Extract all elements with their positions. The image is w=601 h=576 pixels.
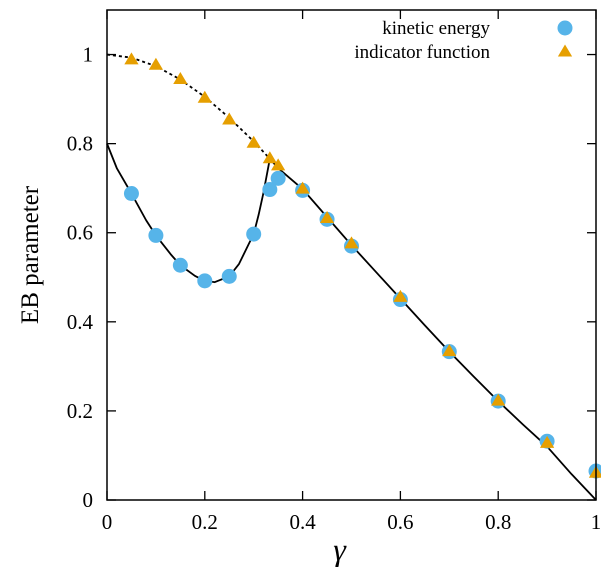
x-tick-label: 0.2	[192, 510, 218, 534]
x-tick-label: 1	[591, 510, 601, 534]
legend-label: indicator function	[354, 42, 490, 63]
curve-dotted-0	[107, 55, 270, 159]
point-indicator-function	[198, 91, 212, 103]
curve-solid-1	[107, 144, 270, 283]
fit-curves	[107, 55, 596, 500]
y-tick-label: 0.8	[67, 132, 93, 156]
point-kinetic-energy	[148, 228, 163, 243]
y-tick-label: 1	[83, 43, 94, 67]
point-indicator-function	[173, 72, 187, 84]
y-tick-label: 0	[83, 488, 94, 512]
legend-marker-circle	[558, 21, 573, 36]
x-tick-label: 0	[102, 510, 113, 534]
x-axis-label: γ	[333, 531, 347, 567]
point-kinetic-energy	[173, 258, 188, 273]
point-indicator-function	[124, 52, 138, 64]
point-indicator-function	[149, 58, 163, 70]
legend-marker-triangle	[558, 45, 572, 57]
point-kinetic-energy	[124, 186, 139, 201]
x-tick-label: 0.4	[289, 510, 316, 534]
axis-ticks: 0 0.2 0.4 0.6 0.8 1 0 0.2 0.4 0.6 0.8 1	[67, 10, 601, 534]
x-tick-label: 0.8	[485, 510, 511, 534]
x-tick-label: 0.6	[387, 510, 413, 534]
curve-solid-2	[270, 159, 596, 500]
y-axis-label: EB parameter	[17, 185, 44, 324]
point-kinetic-energy	[271, 171, 286, 186]
legend-label: kinetic energy	[382, 18, 490, 39]
y-tick-label: 0.2	[67, 399, 93, 423]
point-kinetic-energy	[197, 273, 212, 288]
legend: kinetic energy indicator function	[354, 18, 572, 63]
point-kinetic-energy	[246, 227, 261, 242]
y-tick-label: 0.6	[67, 221, 93, 245]
y-tick-label: 0.4	[67, 310, 94, 334]
data-points	[124, 52, 601, 478]
point-indicator-function	[263, 151, 277, 163]
point-kinetic-energy	[222, 269, 237, 284]
